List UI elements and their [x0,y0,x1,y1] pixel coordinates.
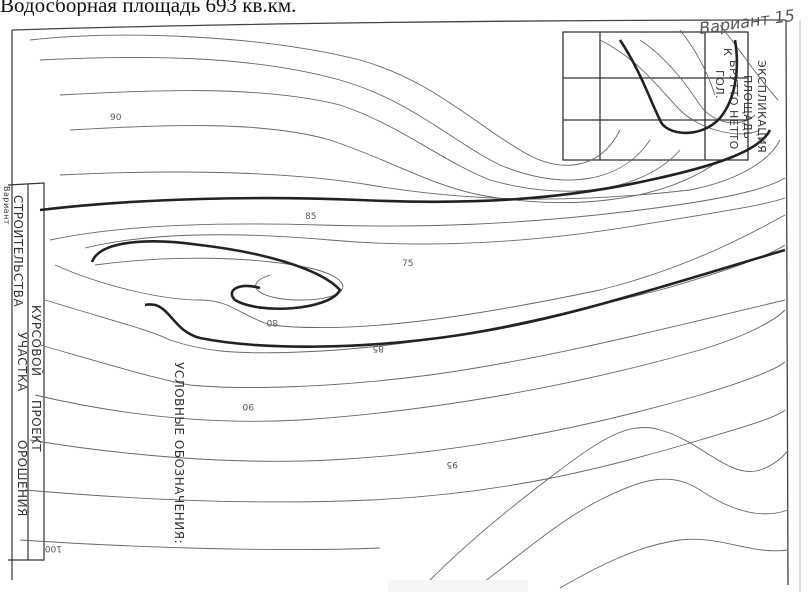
contour-label-95: 95 [447,459,458,469]
title-line-section: УЧАСТКА [15,332,29,392]
contour-label-75: 75 [402,259,413,269]
title-line-irrigation: ОРОШЕНИЯ [15,440,29,517]
explication-area: ПЛОЩАДЬ [741,75,754,139]
contour-label-80: 80 [266,317,278,327]
title-block [7,182,45,561]
variant-label: Вариант 15 [698,6,796,38]
title-block-text: СТРОИТЕЛЬСТВА КУРСОВОЙ ПРОЕКТ УЧАСТКА ОР… [2,186,44,517]
explication-table [562,31,749,161]
sheet-border [11,19,789,586]
paper-patch [388,580,528,592]
contour-label-100: 100 [45,543,62,553]
contour-lines-index [39,39,786,348]
legend-title: УСЛОВНЫЕ ОБОЗНАЧЕНИЯ: [172,362,186,544]
explication-gol: ГОЛ. [713,70,726,99]
header-area-text: Водосборная площадь 693 кв.км. [0,0,297,16]
contour-label-90-top: 90 [110,113,122,123]
contour-label-90-mid: 90 [242,401,254,411]
contour-label-85-lower: 85 [373,343,384,353]
title-line-construction: СТРОИТЕЛЬСТВА [11,195,25,307]
title-line-project: ПРОЕКТ [29,400,43,452]
contour-labels: 90 85 75 80 85 90 95 100 [45,113,458,553]
title-corner: Вариант [2,186,11,225]
contour-label-85-upper: 85 [305,212,316,222]
explication-text: ЭКСПЛИКАЦИЯ ПЛОЩАДЬ БРУТТО НЕТТО ГОЛ. К [713,48,768,153]
title-line-course: КУРСОВОЙ [29,305,44,377]
explication-brutto-netto: БРУТТО НЕТТО [727,60,740,150]
explication-k: К [721,48,734,56]
contour-lines-thin [19,24,789,589]
explication-title: ЭКСПЛИКАЦИЯ [755,60,768,153]
